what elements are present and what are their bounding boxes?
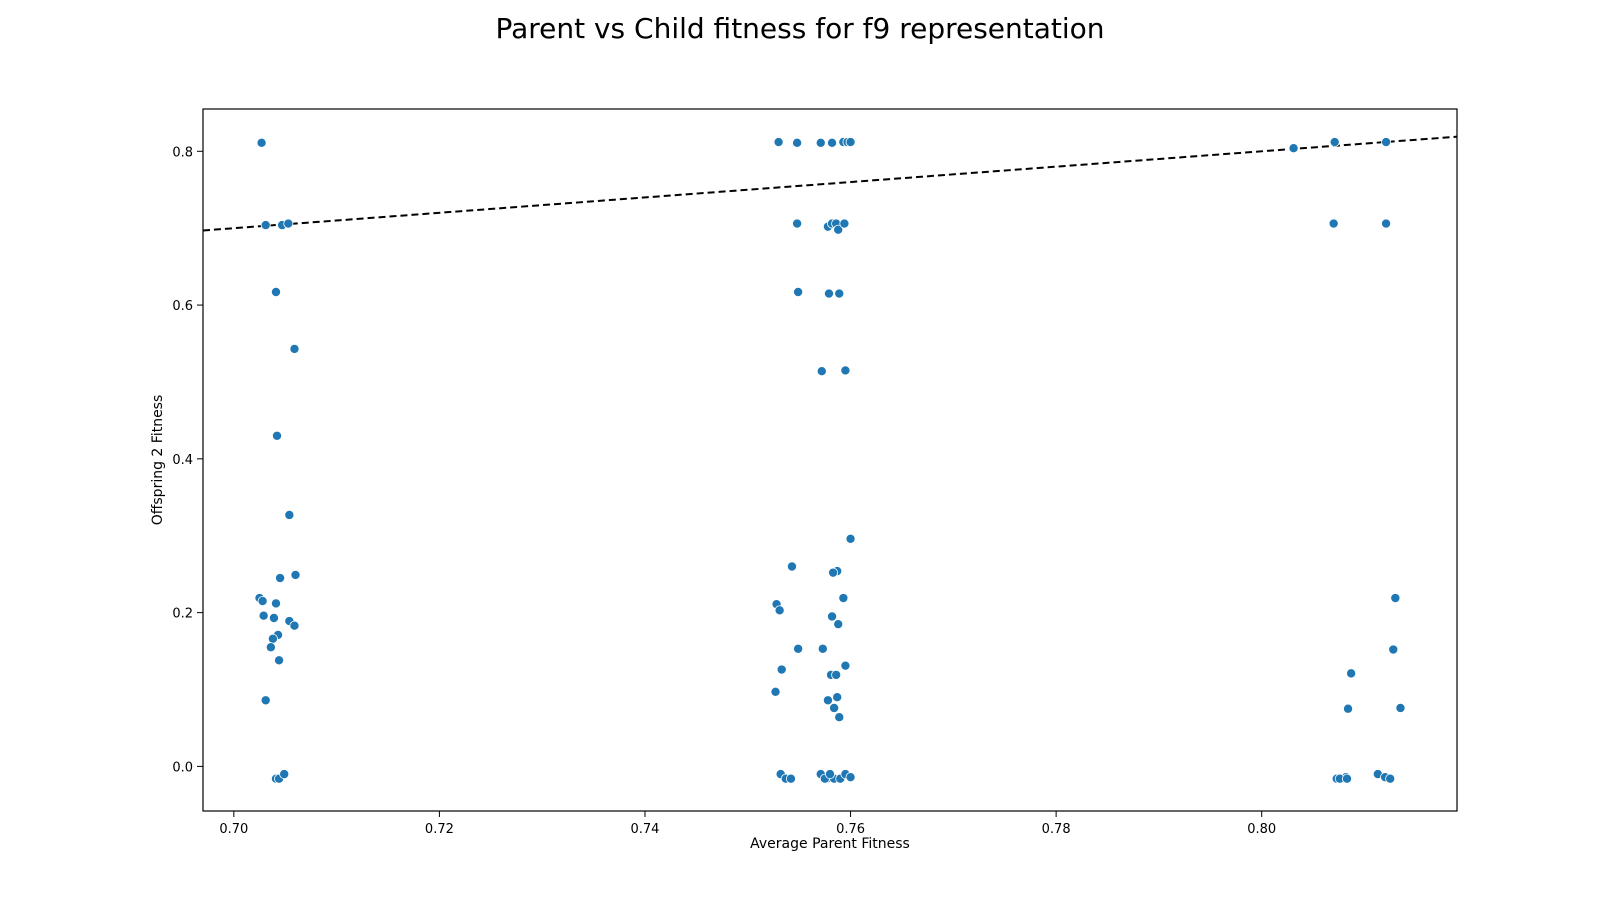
data-point	[261, 696, 270, 705]
data-point	[1343, 704, 1352, 713]
data-point	[1396, 703, 1405, 712]
data-point	[840, 219, 849, 228]
data-point	[833, 693, 842, 702]
data-point	[258, 596, 267, 605]
x-tick-label: 0.74	[631, 822, 660, 837]
data-point	[1381, 219, 1390, 228]
data-point	[827, 138, 836, 147]
y-axis-ticks: 0.0 0.2 0.4 0.6 0.8	[172, 145, 203, 775]
chart-title: Parent vs Child fitness for f9 represent…	[0, 12, 1600, 45]
data-point	[285, 510, 294, 519]
y-tick-label: 0.8	[172, 145, 193, 160]
data-point	[266, 643, 275, 652]
data-point	[823, 696, 832, 705]
x-tick-label: 0.78	[1042, 822, 1071, 837]
data-point	[816, 138, 825, 147]
data-point	[290, 344, 299, 353]
data-point	[774, 137, 783, 146]
x-tick-label: 0.80	[1247, 822, 1276, 837]
y-tick-label: 0.0	[172, 760, 193, 775]
data-point	[834, 620, 843, 629]
data-point	[1329, 219, 1338, 228]
data-point	[825, 769, 834, 778]
x-axis-label: Average Parent Fitness	[750, 836, 910, 852]
data-point	[275, 573, 284, 582]
x-tick-label: 0.76	[836, 822, 865, 837]
data-point	[259, 611, 268, 620]
data-point	[284, 219, 293, 228]
data-point	[1391, 593, 1400, 602]
data-point	[794, 644, 803, 653]
x-tick-label: 0.70	[219, 822, 248, 837]
data-point	[793, 138, 802, 147]
data-point	[841, 366, 850, 375]
data-point	[835, 289, 844, 298]
data-point	[1381, 137, 1390, 146]
data-points	[255, 137, 1405, 783]
data-point	[274, 656, 283, 665]
data-point	[269, 613, 278, 622]
data-point	[777, 665, 786, 674]
reference-line-y-equals-x	[203, 137, 1457, 231]
data-point	[1386, 774, 1395, 783]
data-point	[1347, 669, 1356, 678]
data-point	[846, 137, 855, 146]
data-point	[839, 593, 848, 602]
y-tick-label: 0.4	[172, 453, 193, 468]
data-point	[846, 534, 855, 543]
data-point	[268, 634, 277, 643]
data-point	[793, 219, 802, 228]
data-point	[787, 562, 796, 571]
x-tick-label: 0.72	[425, 822, 454, 837]
data-point	[1289, 144, 1298, 153]
data-point	[271, 287, 280, 296]
data-point	[830, 703, 839, 712]
y-tick-label: 0.2	[172, 607, 193, 622]
data-point	[261, 221, 270, 230]
data-point	[257, 138, 266, 147]
data-point	[290, 621, 299, 630]
y-tick-label: 0.6	[172, 299, 193, 314]
x-axis-ticks: 0.70 0.72 0.74 0.76 0.78 0.80	[219, 811, 1276, 837]
data-point	[824, 289, 833, 298]
data-point	[271, 599, 280, 608]
data-point	[291, 570, 300, 579]
data-point	[832, 670, 841, 679]
data-point	[272, 431, 281, 440]
data-point	[827, 612, 836, 621]
data-point	[817, 367, 826, 376]
data-point	[1389, 645, 1398, 654]
data-point	[828, 568, 837, 577]
data-point	[786, 774, 795, 783]
data-point	[835, 713, 844, 722]
data-point	[771, 687, 780, 696]
data-point	[818, 644, 827, 653]
data-point	[775, 606, 784, 615]
data-point	[1342, 774, 1351, 783]
data-point	[841, 661, 850, 670]
y-axis-label: Offspring 2 Fitness	[150, 395, 166, 526]
data-point	[280, 769, 289, 778]
data-point	[846, 773, 855, 782]
data-point	[794, 287, 803, 296]
data-point	[1330, 137, 1339, 146]
